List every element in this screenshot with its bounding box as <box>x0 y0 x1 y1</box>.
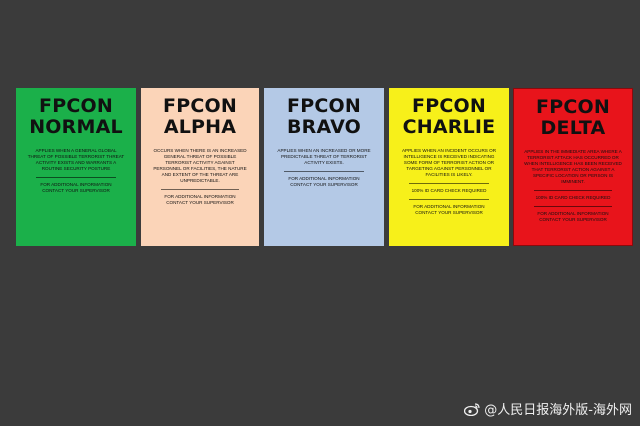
card-description: APPLIES IN THE IMMEDIATE AREA WHERE A TE… <box>524 149 622 184</box>
divider <box>534 206 612 207</box>
contact-line: CONTACT YOUR SUPERVISOR <box>415 210 483 215</box>
contact-line: FOR ADDITIONAL INFORMATION <box>164 194 236 199</box>
title-line: CHARLIE <box>402 116 496 138</box>
contact-line: FOR ADDITIONAL INFORMATION <box>40 182 112 187</box>
contact-line: FOR ADDITIONAL INFORMATION <box>413 204 485 209</box>
divider <box>161 189 239 190</box>
divider <box>534 190 612 191</box>
title-line: DELTA <box>540 117 606 139</box>
title-line: BRAVO <box>286 116 362 138</box>
card-charlie: FPCON CHARLIE APPLIES WHEN AN INCIDENT O… <box>389 88 509 246</box>
card-normal: FPCON NORMAL APPLIES WHEN A GENERAL GLOB… <box>16 88 136 246</box>
divider <box>36 177 116 178</box>
title-line: FPCON <box>163 95 237 117</box>
card-title: FPCON BRAVO <box>270 96 378 138</box>
contact-line: FOR ADDITIONAL INFORMATION <box>288 176 360 181</box>
card-contact: FOR ADDITIONAL INFORMATION CONTACT YOUR … <box>399 204 499 216</box>
card-bravo: FPCON BRAVO APPLIES WHEN AN INCREASED OR… <box>264 88 384 246</box>
card-contact: FOR ADDITIONAL INFORMATION CONTACT YOUR … <box>524 211 622 223</box>
card-delta: FPCON DELTA APPLIES IN THE IMMEDIATE ARE… <box>513 88 633 246</box>
card-title: FPCON ALPHA <box>147 96 253 138</box>
card-description: APPLIES WHEN AN INCREASED OR MORE PREDIC… <box>277 148 371 165</box>
divider <box>409 199 489 200</box>
watermark: @人民日报海外版-海外网 <box>464 399 632 418</box>
title-line: FPCON <box>39 95 113 117</box>
contact-line: CONTACT YOUR SUPERVISOR <box>539 217 607 222</box>
card-alpha: FPCON ALPHA OCCURS WHEN THERE IS AN INCR… <box>141 88 259 246</box>
title-line: NORMAL <box>29 116 123 138</box>
title-line: FPCON <box>287 95 361 117</box>
divider <box>409 183 489 184</box>
title-line: FPCON <box>412 95 486 117</box>
card-title: FPCON NORMAL <box>22 96 130 138</box>
card-title: FPCON CHARLIE <box>395 96 503 138</box>
contact-line: CONTACT YOUR SUPERVISOR <box>166 200 234 205</box>
card-requirement: 100% ID CARD CHECK REQUIRED <box>411 188 487 193</box>
contact-line: CONTACT YOUR SUPERVISOR <box>290 182 358 187</box>
card-description: APPLIES WHEN A GENERAL GLOBAL THREAT OF … <box>27 148 125 171</box>
weibo-icon <box>464 402 480 416</box>
contact-line: CONTACT YOUR SUPERVISOR <box>42 188 110 193</box>
title-line: FPCON <box>536 96 610 118</box>
divider <box>284 171 364 172</box>
card-description: OCCURS WHEN THERE IS AN INCREASED GENERA… <box>153 148 247 183</box>
card-contact: FOR ADDITIONAL INFORMATION CONTACT YOUR … <box>151 194 249 206</box>
contact-line: FOR ADDITIONAL INFORMATION <box>537 211 609 216</box>
watermark-text: @人民日报海外版-海外网 <box>484 403 632 418</box>
card-title: FPCON DELTA <box>520 97 626 139</box>
card-description: APPLIES WHEN AN INCIDENT OCCURS OR INTEL… <box>401 148 497 177</box>
card-contact: FOR ADDITIONAL INFORMATION CONTACT YOUR … <box>274 176 374 188</box>
card-contact: FOR ADDITIONAL INFORMATION CONTACT YOUR … <box>26 182 126 194</box>
card-requirement: 100% ID CARD CHECK REQUIRED <box>535 195 611 200</box>
title-line: ALPHA <box>163 116 237 138</box>
